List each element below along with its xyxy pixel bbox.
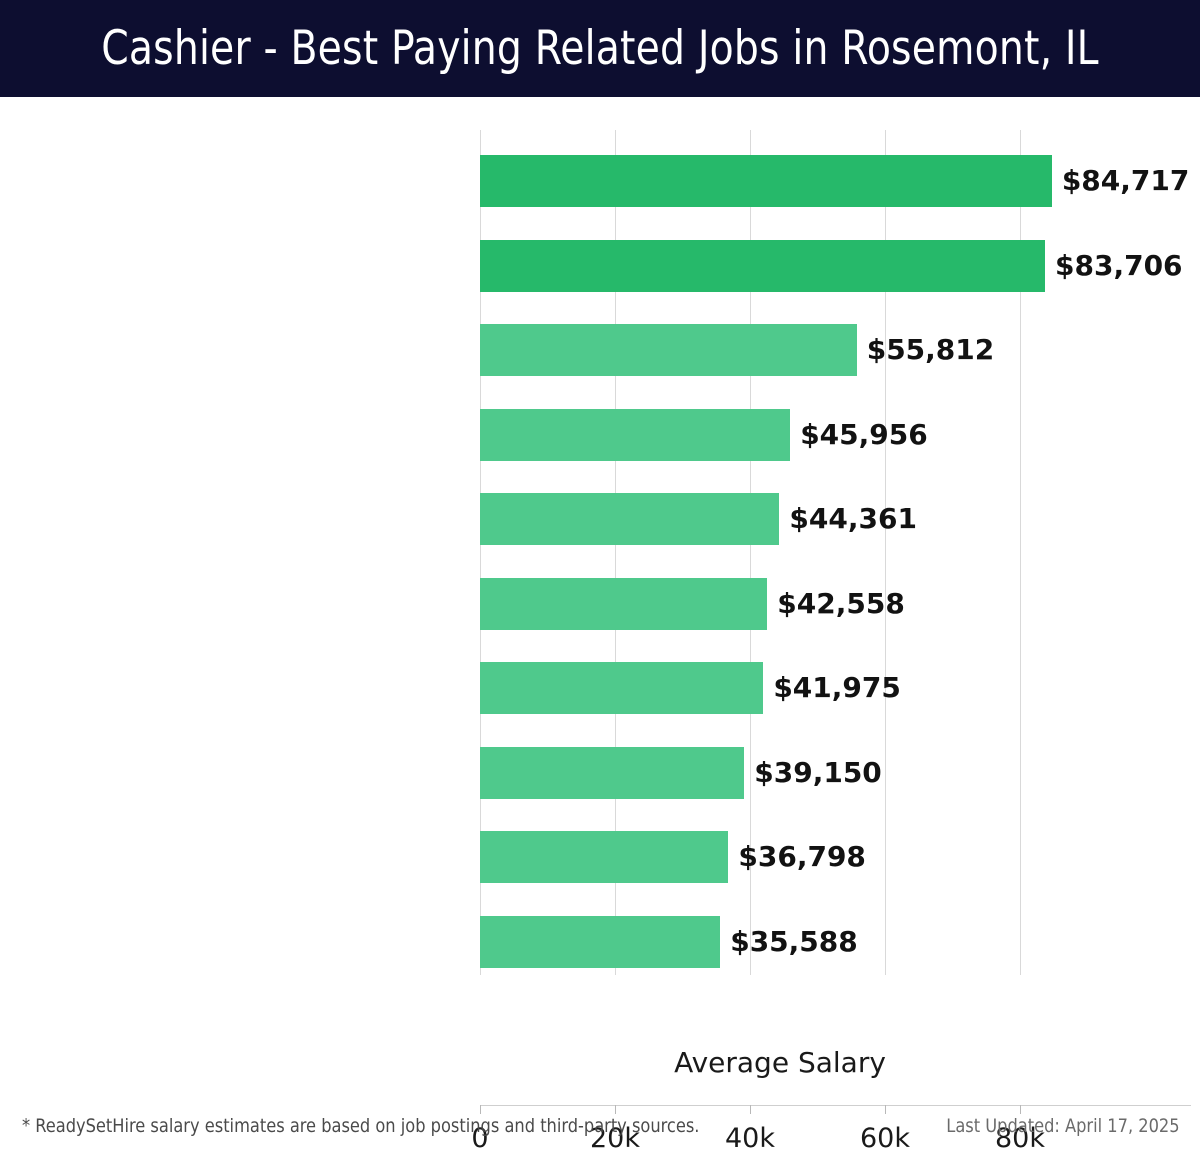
tick-mark-80k [1020,1105,1021,1114]
gridline-80k [1020,130,1021,975]
x-tick-label: 0 [471,1123,489,1154]
tick-mark-20k [615,1105,616,1114]
bar-value-label: $39,150 [754,755,882,789]
bar-value-label: $84,717 [1061,164,1190,197]
bar-value-label: $83,706 [1055,248,1183,282]
tick-mark-60k [885,1105,886,1114]
bar[interactable] [480,577,768,630]
bar-row[interactable]: Marketing Assistant$55,812 [480,308,1200,393]
bar-value-label: $41,975 [773,671,901,704]
x-tick-label: 20k [590,1123,640,1154]
bar-value-label: $36,798 [738,840,866,873]
x-tick-label: 40k [725,1123,775,1154]
bar-row[interactable]: Receptionist$39,150 [480,731,1200,816]
bar-value-label: $45,956 [800,417,928,451]
bar[interactable] [480,239,1045,292]
bar[interactable] [480,324,857,376]
bar-row[interactable]: Concierge$42,558 [480,562,1200,647]
bar-row[interactable]: Store Manager$44,361 [480,477,1200,562]
x-tick-label: 80k [995,1123,1045,1154]
title-bar: Cashier - Best Paying Related Jobs in Ro… [0,0,1200,97]
x-axis-line [480,1105,1191,1106]
bar-value-label: $42,558 [777,586,905,620]
bar[interactable] [480,408,791,461]
bar[interactable] [480,493,780,545]
page-title: Cashier - Best Paying Related Jobs in Ro… [101,21,1099,76]
plot-area: Human Resources Assistant$84,717Account … [471,130,1191,1154]
tick-mark-0 [480,1105,481,1114]
bar-value-label: $55,812 [866,333,995,366]
gridline-60k [885,130,886,975]
footer-disclaimer: * ReadySetHire salary estimates are base… [22,1115,700,1137]
bar[interactable] [480,915,721,968]
x-axis-title: Average Salary [674,1046,886,1079]
bar-row[interactable]: Human Resources Assistant$84,717 [480,139,1200,224]
bar[interactable] [480,155,1052,207]
gridline-20k [615,130,616,975]
bar-value-label: $44,361 [789,502,917,535]
footer-last-updated: Last Updated: April 17, 2025 [946,1115,1180,1137]
bar-row[interactable]: Administrative Assistant$45,956 [480,393,1200,478]
bar-value-label: $35,588 [730,924,858,958]
x-tick-label: 60k [860,1123,910,1154]
bar-row[interactable]: Customer Service Associate$41,975 [480,646,1200,731]
bar[interactable] [480,746,745,799]
bar-row[interactable]: Sales Associate$35,588 [480,900,1200,985]
gridline-40k [750,130,751,975]
tick-mark-40k [750,1105,751,1114]
bar[interactable] [480,831,729,883]
bar[interactable] [480,662,764,714]
bar-row[interactable]: Customer Service Representative$36,798 [480,815,1200,900]
gridline-0 [480,130,481,975]
bar-row[interactable]: Account Manager$83,706 [480,224,1200,309]
